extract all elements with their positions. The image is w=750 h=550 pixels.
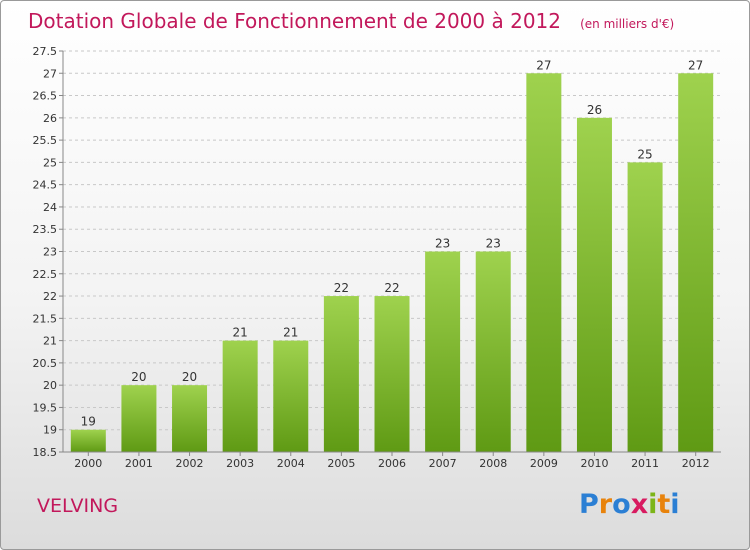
bar[interactable] [121,385,157,452]
x-tick-label: 2005 [327,457,355,470]
bar[interactable] [222,340,258,452]
y-tick-label: 27.5 [33,45,58,58]
y-tick-label: 25.5 [33,134,58,147]
logo-letter: t [657,489,671,520]
x-tick-label: 2006 [378,457,406,470]
y-tick-label: 23 [43,246,57,259]
data-label: 21 [283,326,298,340]
x-tick-label: 2009 [530,457,558,470]
x-tick-label: 2004 [277,457,305,470]
logo-letter: o [612,489,631,520]
data-labels: 19 20 20 21 21 22 22 23 23 27 26 25 27 [81,58,704,428]
data-label: 20 [182,370,197,384]
y-tick-label: 27 [43,67,57,80]
bar[interactable] [576,117,612,452]
x-axis: 2000 2001 2002 2003 2004 2005 2006 2007 2008 2009… [63,451,721,470]
y-tick-label: 26 [43,112,57,125]
x-tick-label: 2012 [682,457,710,470]
x-tick-label: 2001 [125,457,153,470]
bar[interactable] [678,73,714,453]
bar[interactable] [425,251,461,453]
title-row: Dotation Globale de Fonctionnement de 20… [28,9,674,33]
x-tick-label: 2002 [176,457,204,470]
chart-subtitle: (en milliers d'€) [580,17,675,31]
logo-letter: i [648,489,658,520]
data-label: 25 [637,147,652,161]
y-tick-label: 23.5 [33,223,58,236]
bar[interactable] [627,162,663,452]
data-label: 22 [384,281,399,295]
data-label: 22 [334,281,349,295]
bars [70,73,714,453]
x-tick-label: 2003 [226,457,254,470]
y-tick-label: 21 [43,335,57,348]
y-tick-label: 21.5 [33,312,58,325]
bar[interactable] [273,340,309,452]
data-label: 27 [688,58,703,72]
y-tick-label: 20 [43,379,57,392]
data-label: 19 [81,415,96,429]
y-tick-label: 24.5 [33,179,58,192]
data-label: 21 [233,326,248,340]
data-label: 27 [536,58,551,72]
logo-letter: x [630,489,649,520]
logo-letter: P [579,489,599,520]
x-tick-label: 2000 [74,457,102,470]
y-tick-label: 22.5 [33,268,58,281]
data-label: 23 [486,237,501,251]
bar[interactable] [70,429,106,452]
y-tick-label: 19 [43,424,57,437]
y-tick-label: 18.5 [33,446,58,459]
y-tick-label: 19.5 [33,401,58,414]
logo-letter: i [670,489,680,520]
bar[interactable] [475,251,511,453]
data-label: 20 [131,370,146,384]
x-tick-label: 2010 [580,457,608,470]
bar[interactable] [323,296,359,452]
data-label: 26 [587,103,602,117]
data-label: 23 [435,237,450,251]
y-tick-label: 24 [43,201,57,214]
y-tick-label: 22 [43,290,57,303]
bar[interactable] [172,385,208,452]
proxiti-logo[interactable]: Proxiti [579,489,680,520]
x-tick-label: 2011 [631,457,659,470]
commune-name: VELVING [37,495,119,517]
bar[interactable] [526,73,562,453]
chart-title: Dotation Globale de Fonctionnement de 20… [28,9,561,33]
x-tick-label: 2008 [479,457,507,470]
x-tick-label: 2007 [429,457,457,470]
y-tick-label: 20.5 [33,357,58,370]
logo-letter: r [598,489,613,520]
y-axis: 18.5 19 19.5 20 20.5 21 21.5 22 22.5 23 23.5 24 24.5… [33,45,64,459]
y-tick-label: 25 [43,156,57,169]
y-tick-label: 26.5 [33,90,58,103]
bar[interactable] [374,296,410,452]
